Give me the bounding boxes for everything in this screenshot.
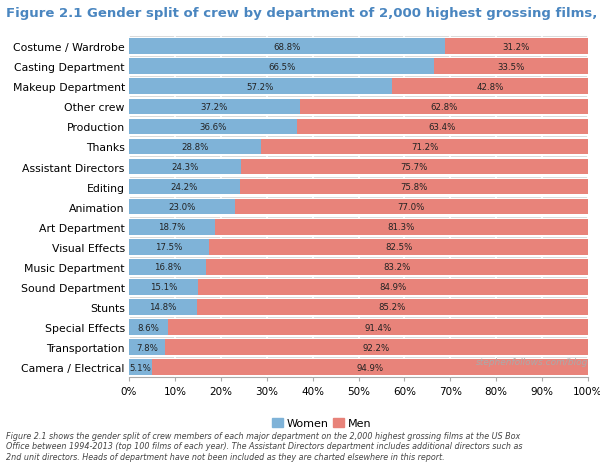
Bar xyxy=(199,280,588,295)
Text: 37.2%: 37.2% xyxy=(200,103,228,112)
Text: 66.5%: 66.5% xyxy=(268,63,295,72)
Bar xyxy=(129,339,165,355)
Text: 5.1%: 5.1% xyxy=(130,363,152,372)
Bar xyxy=(129,200,235,215)
Text: 33.5%: 33.5% xyxy=(497,63,525,72)
Bar xyxy=(169,319,588,335)
Bar xyxy=(129,239,209,255)
Text: 82.5%: 82.5% xyxy=(385,243,412,252)
Bar xyxy=(129,300,197,315)
Text: 36.6%: 36.6% xyxy=(199,123,227,131)
Bar xyxy=(300,99,588,115)
Text: 15.1%: 15.1% xyxy=(150,283,178,292)
Bar xyxy=(215,219,588,235)
Text: 81.3%: 81.3% xyxy=(388,223,415,232)
Bar xyxy=(165,339,588,355)
Bar xyxy=(129,179,240,195)
Bar xyxy=(235,200,588,215)
Text: 77.0%: 77.0% xyxy=(398,203,425,212)
Bar xyxy=(129,219,215,235)
Text: 31.2%: 31.2% xyxy=(503,43,530,51)
Text: 8.6%: 8.6% xyxy=(138,323,160,332)
Text: 75.8%: 75.8% xyxy=(400,183,428,192)
Bar xyxy=(206,259,588,275)
Text: 71.2%: 71.2% xyxy=(411,143,438,151)
Text: stephenfollows.com/blog: stephenfollows.com/blog xyxy=(476,357,588,366)
Text: Figure 2.1 shows the gender split of crew members of each major department on th: Figure 2.1 shows the gender split of cre… xyxy=(6,431,523,461)
Text: 94.9%: 94.9% xyxy=(356,363,384,372)
Bar xyxy=(152,360,588,375)
Text: 63.4%: 63.4% xyxy=(429,123,456,131)
Text: 83.2%: 83.2% xyxy=(383,263,411,272)
Text: 28.8%: 28.8% xyxy=(181,143,209,151)
Text: Figure 2.1 Gender split of crew by department of 2,000 highest grossing films, 1: Figure 2.1 Gender split of crew by depar… xyxy=(6,7,600,20)
Text: 84.9%: 84.9% xyxy=(380,283,407,292)
Bar xyxy=(197,300,588,315)
Bar xyxy=(129,280,199,295)
Bar xyxy=(240,179,588,195)
Bar xyxy=(445,39,588,55)
Bar xyxy=(129,360,152,375)
Text: 24.2%: 24.2% xyxy=(171,183,198,192)
Text: 42.8%: 42.8% xyxy=(476,82,503,92)
Text: 23.0%: 23.0% xyxy=(168,203,196,212)
Bar xyxy=(241,159,588,175)
Text: 92.2%: 92.2% xyxy=(363,343,390,352)
Bar xyxy=(129,119,297,135)
Text: 85.2%: 85.2% xyxy=(379,303,406,312)
Text: 16.8%: 16.8% xyxy=(154,263,181,272)
Bar xyxy=(129,99,300,115)
Text: 62.8%: 62.8% xyxy=(430,103,458,112)
Text: 18.7%: 18.7% xyxy=(158,223,185,232)
Text: 91.4%: 91.4% xyxy=(365,323,392,332)
Bar xyxy=(261,139,588,155)
Bar xyxy=(129,139,261,155)
Text: 17.5%: 17.5% xyxy=(155,243,183,252)
Bar xyxy=(129,79,392,95)
Bar xyxy=(434,59,588,75)
Legend: Women, Men: Women, Men xyxy=(268,413,376,433)
Bar xyxy=(392,79,588,95)
Bar xyxy=(129,39,445,55)
Text: 14.8%: 14.8% xyxy=(149,303,176,312)
Bar xyxy=(297,119,588,135)
Text: 75.7%: 75.7% xyxy=(401,163,428,172)
Text: 24.3%: 24.3% xyxy=(171,163,199,172)
Text: 7.8%: 7.8% xyxy=(136,343,158,352)
Bar xyxy=(129,59,434,75)
Text: 68.8%: 68.8% xyxy=(273,43,301,51)
Bar xyxy=(129,159,241,175)
Text: 57.2%: 57.2% xyxy=(247,82,274,92)
Bar xyxy=(129,319,169,335)
Bar xyxy=(209,239,588,255)
Bar xyxy=(129,259,206,275)
